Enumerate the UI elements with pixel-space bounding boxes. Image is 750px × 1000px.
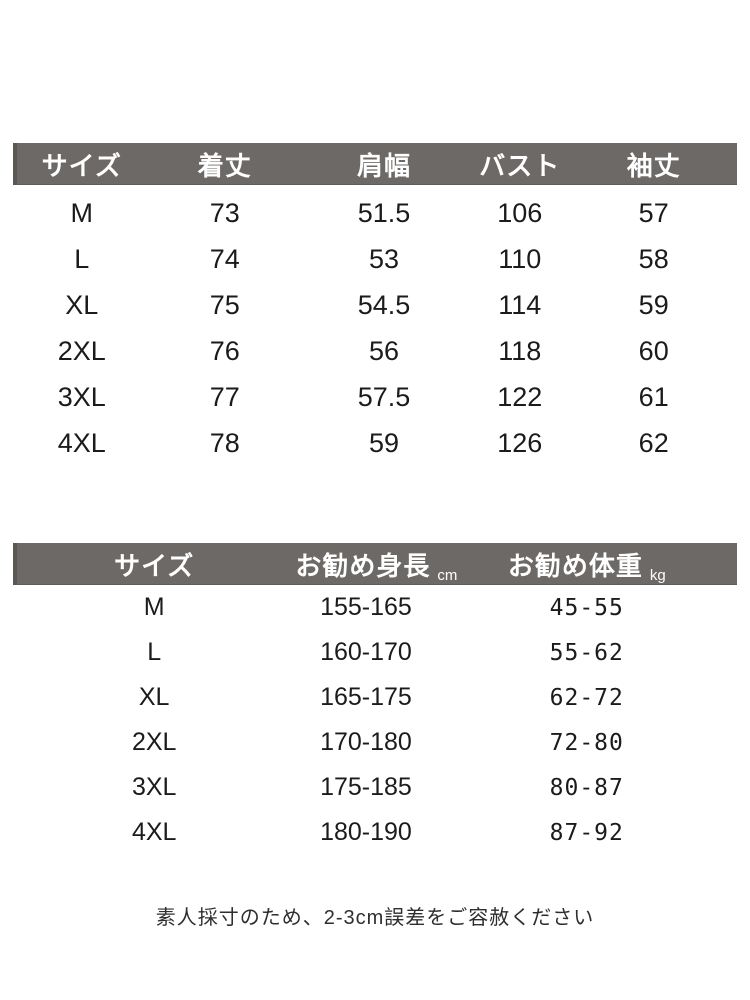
table-cell: 160-170 <box>320 638 412 666</box>
table-cell: 61 <box>638 381 669 412</box>
column-header-size: サイズ <box>41 150 122 181</box>
table-cell: 59 <box>368 427 400 458</box>
measurement-table-body: M 73 51.5 106 57 L 74 53 110 58 XL 75 54.5 114 59 2XL 76… <box>13 190 737 466</box>
table-cell: 175-185 <box>320 773 412 801</box>
table-cell: 3XL <box>57 381 106 412</box>
table-cell: 57.5 <box>357 381 411 412</box>
table-cell: 2XL <box>57 335 106 366</box>
table-cell: 59 <box>638 289 669 320</box>
column-header-sleeve: 袖丈 <box>626 150 681 181</box>
table-cell: 53 <box>368 243 400 274</box>
table-cell: XL <box>138 683 170 711</box>
column-header-label: お勧め身長 <box>295 550 431 581</box>
column-header-height: お勧め身長 cm <box>295 546 457 584</box>
table-row: L 74 53 110 58 <box>13 236 737 282</box>
table-cell: 4XL <box>131 818 177 846</box>
table-row: M 155-165 45-55 <box>13 585 737 630</box>
table-cell: 54.5 <box>357 289 411 320</box>
table-cell: 73 <box>209 197 240 228</box>
table-cell: 72-80 <box>549 729 624 756</box>
table-cell: 80-87 <box>549 774 624 801</box>
column-header-bust: バスト <box>479 150 561 181</box>
table-cell: 56 <box>368 335 400 366</box>
table-cell: 57 <box>638 197 669 228</box>
recommended-fit-table: サイズ お勧め身長 cm お勧め体重 kg M 155-165 45-55 L 160-17… <box>13 543 737 855</box>
table-cell: 155-165 <box>320 593 412 621</box>
table-row: XL 165-175 62-72 <box>13 675 737 720</box>
table-cell: 122 <box>497 381 543 412</box>
table-cell: 51.5 <box>357 197 411 228</box>
table-cell: 74 <box>209 243 240 274</box>
table-cell: M <box>70 197 94 228</box>
table-cell: 2XL <box>131 728 177 756</box>
unit-label-kg: kg <box>649 566 666 584</box>
table-cell: 78 <box>209 427 240 458</box>
table-cell: 62 <box>638 427 669 458</box>
table-row: M 73 51.5 106 57 <box>13 190 737 236</box>
table-cell: 60 <box>638 335 669 366</box>
table-row: 2XL 170-180 72-80 <box>13 720 737 765</box>
measurement-table-header: サイズ 着丈 肩幅 バスト 袖丈 <box>13 143 737 185</box>
column-header-label: サイズ <box>114 550 195 581</box>
garment-measurement-table: サイズ 着丈 肩幅 バスト 袖丈 M 73 51.5 106 57 L 74 53 110 58 X… <box>13 143 737 466</box>
table-row: 3XL 175-185 80-87 <box>13 765 737 810</box>
table-cell: 45-55 <box>549 594 624 621</box>
unit-label-cm: cm <box>437 566 458 584</box>
column-header-label: お勧め体重 <box>507 550 643 581</box>
table-row: 2XL 76 56 118 60 <box>13 328 737 374</box>
table-cell: 126 <box>497 427 543 458</box>
table-cell: L <box>147 638 162 666</box>
table-cell: 114 <box>498 289 542 320</box>
column-header-length: 着丈 <box>197 150 252 181</box>
table-cell: 62-72 <box>549 684 624 711</box>
table-cell: 170-180 <box>320 728 412 756</box>
table-cell: 106 <box>497 197 543 228</box>
table-cell: XL <box>65 289 99 320</box>
fit-table-body: M 155-165 45-55 L 160-170 55-62 XL 165-175 62-72… <box>13 585 737 855</box>
table-row: 4XL 180-190 87-92 <box>13 810 737 855</box>
column-header-weight: お勧め体重 kg <box>437 546 737 584</box>
table-cell: 110 <box>498 243 542 274</box>
table-cell: 75 <box>209 289 240 320</box>
table-cell: 165-175 <box>320 683 412 711</box>
table-cell: M <box>143 593 165 621</box>
table-cell: 76 <box>209 335 240 366</box>
table-cell: 118 <box>498 335 542 366</box>
table-cell: 58 <box>638 243 669 274</box>
table-cell: 77 <box>209 381 240 412</box>
table-row: 4XL 78 59 126 62 <box>13 420 737 466</box>
table-cell: 3XL <box>131 773 177 801</box>
table-row: XL 75 54.5 114 59 <box>13 282 737 328</box>
fit-table-header: サイズ お勧め身長 cm お勧め体重 kg <box>13 543 737 585</box>
column-header-size: サイズ <box>13 546 295 583</box>
table-cell: 4XL <box>57 427 106 458</box>
measurement-disclaimer: 素人採寸のため、2-3cm誤差をご容赦ください <box>155 907 595 929</box>
table-row: L 160-170 55-62 <box>13 630 737 675</box>
table-cell: 180-190 <box>320 818 412 846</box>
table-cell: 55-62 <box>549 639 624 666</box>
table-cell: 87-92 <box>549 819 624 846</box>
column-header-shoulder: 肩幅 <box>357 150 412 181</box>
table-cell: L <box>74 243 90 274</box>
table-row: 3XL 77 57.5 122 61 <box>13 374 737 420</box>
